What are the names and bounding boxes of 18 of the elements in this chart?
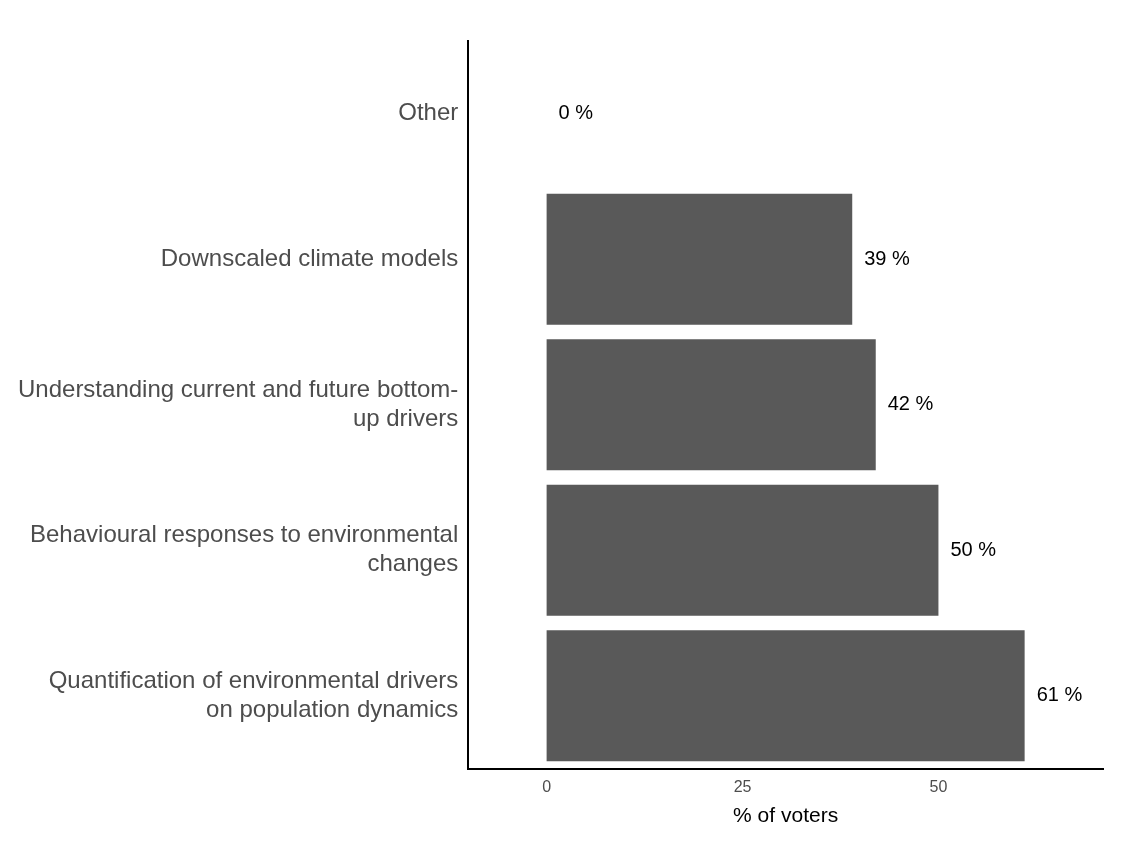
y-tick-label: Quantification of environmental drivers on population dynamics xyxy=(48,666,459,722)
data-label: 42 % xyxy=(887,392,934,415)
y-tick-label: Other xyxy=(398,98,459,126)
y-tick-label: Downscaled climate models xyxy=(160,243,459,271)
data-label: 50 % xyxy=(950,537,997,560)
x-axis-title: % of voters xyxy=(733,803,839,827)
data-label: 0 % xyxy=(558,101,594,124)
x-tick-label: 25 xyxy=(733,777,752,795)
bar xyxy=(546,339,876,471)
data-label: 61 % xyxy=(1036,683,1083,706)
bar xyxy=(546,630,1025,762)
x-tick-label: 50 xyxy=(929,777,948,795)
bar xyxy=(546,484,939,616)
bar xyxy=(546,193,853,325)
x-tick-label: 0 xyxy=(542,777,552,795)
y-tick-label: Understanding current and future bottom-up drivers xyxy=(18,374,459,431)
y-tick-label: Behavioural responses to environmental changes xyxy=(30,520,459,577)
data-label: 39 % xyxy=(864,246,911,269)
